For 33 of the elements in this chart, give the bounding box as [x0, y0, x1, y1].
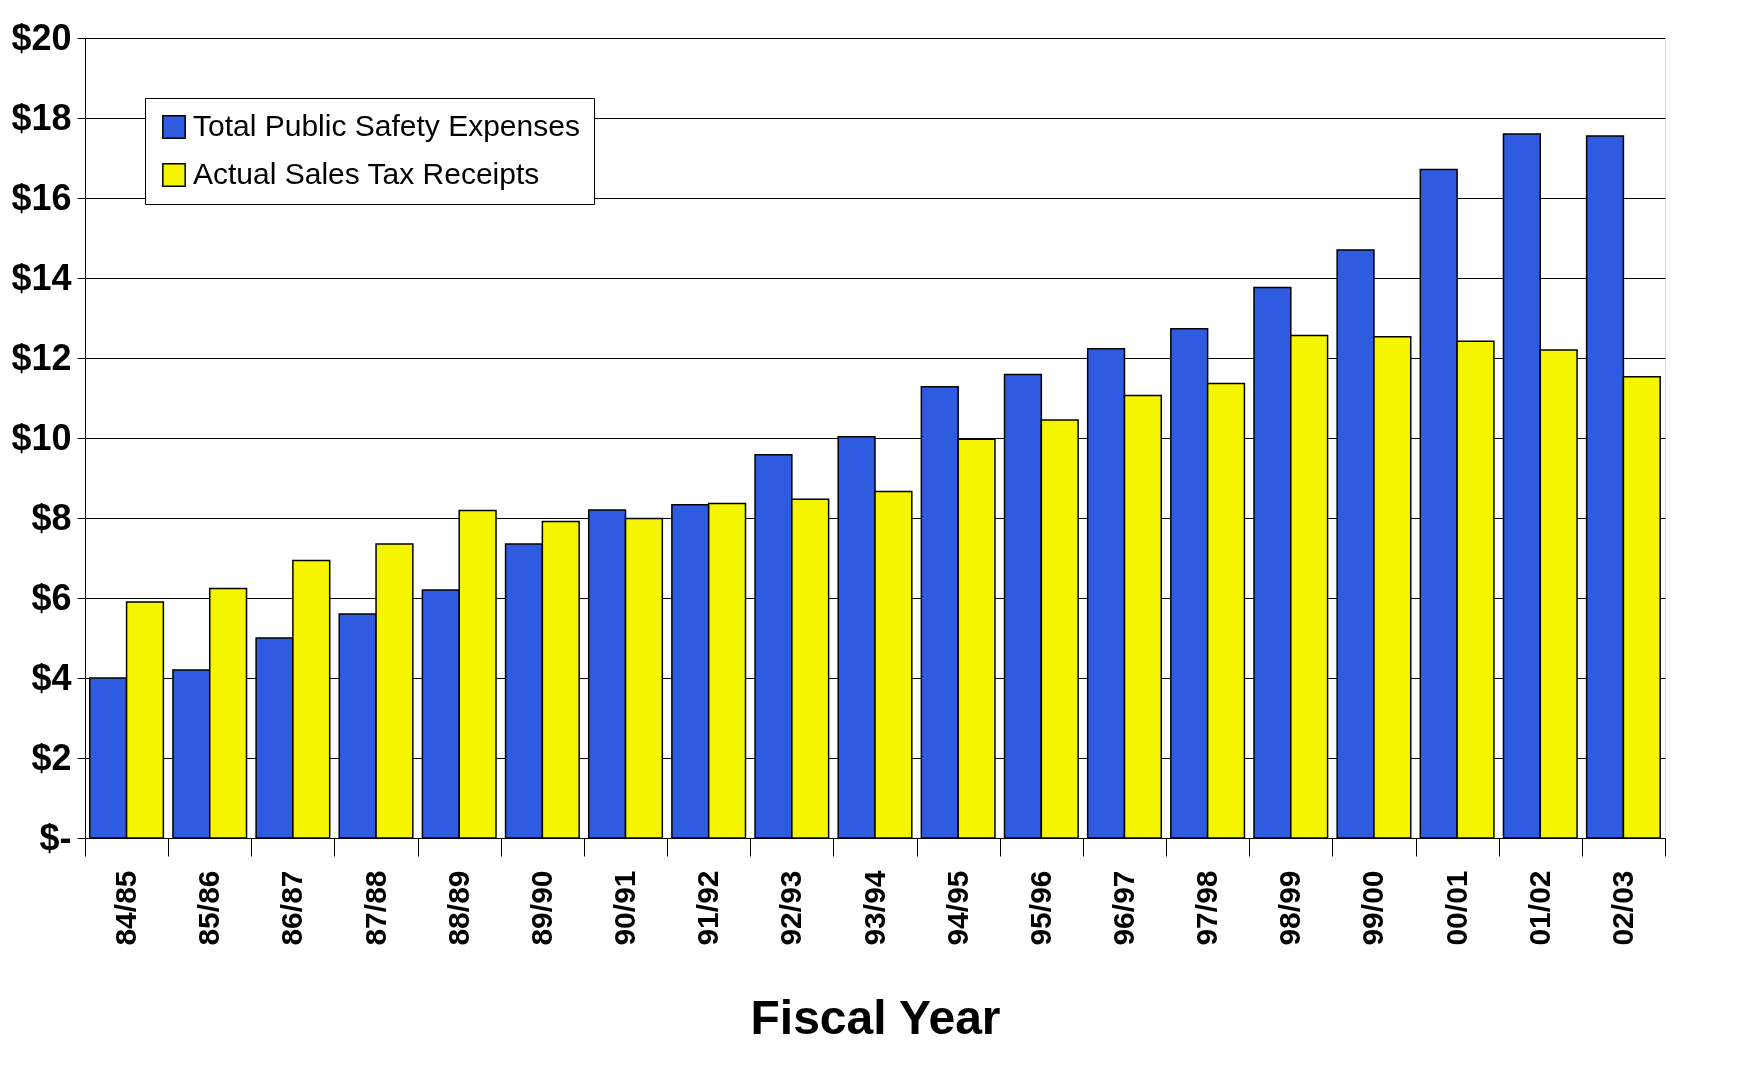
x-tick-label: 91/92: [691, 870, 725, 946]
x-tick-label: 01/02: [1522, 870, 1556, 946]
y-tick-label: $4: [31, 656, 72, 698]
x-tick-label: 02/03: [1605, 870, 1639, 946]
x-tick-label: 95/96: [1023, 870, 1057, 946]
x-axis-title: Fiscal Year: [750, 990, 1001, 1044]
y-tick-label: $12: [11, 336, 72, 378]
y-tick-label: $20: [11, 16, 72, 58]
y-tick-label: $10: [11, 416, 72, 458]
x-tick-label: 94/95: [940, 870, 974, 946]
x-tick-label: 90/91: [608, 870, 642, 946]
y-tick-label: $18: [11, 96, 72, 138]
y-tick-label: $2: [31, 736, 72, 778]
x-tick-label: 96/97: [1106, 870, 1140, 946]
x-tick-label: 93/94: [857, 870, 891, 946]
legend-label: Total Public Safety Expenses: [193, 109, 580, 142]
x-tick-label: 99/00: [1356, 870, 1390, 946]
y-tick-label: $8: [31, 496, 72, 538]
x-tick-label: 87/88: [358, 870, 392, 946]
x-tick-label: 92/93: [774, 870, 808, 946]
y-tick-label: $6: [31, 576, 72, 618]
x-tick-label: 86/87: [275, 870, 309, 946]
x-tick-label: 88/89: [441, 870, 475, 946]
x-tick-label: 89/90: [524, 870, 558, 946]
y-tick-label: $16: [11, 176, 72, 218]
legend-label: Actual Sales Tax Receipts: [193, 157, 540, 190]
x-tick-label: 97/98: [1190, 870, 1224, 946]
y-tick-label: $14: [11, 256, 72, 298]
x-tick-label: 85/86: [192, 870, 226, 946]
x-tick-label: 00/01: [1439, 870, 1473, 946]
x-tick-label: 84/85: [109, 870, 143, 946]
x-tick-label: 98/99: [1273, 870, 1307, 946]
y-tick-label: $-: [39, 816, 72, 858]
